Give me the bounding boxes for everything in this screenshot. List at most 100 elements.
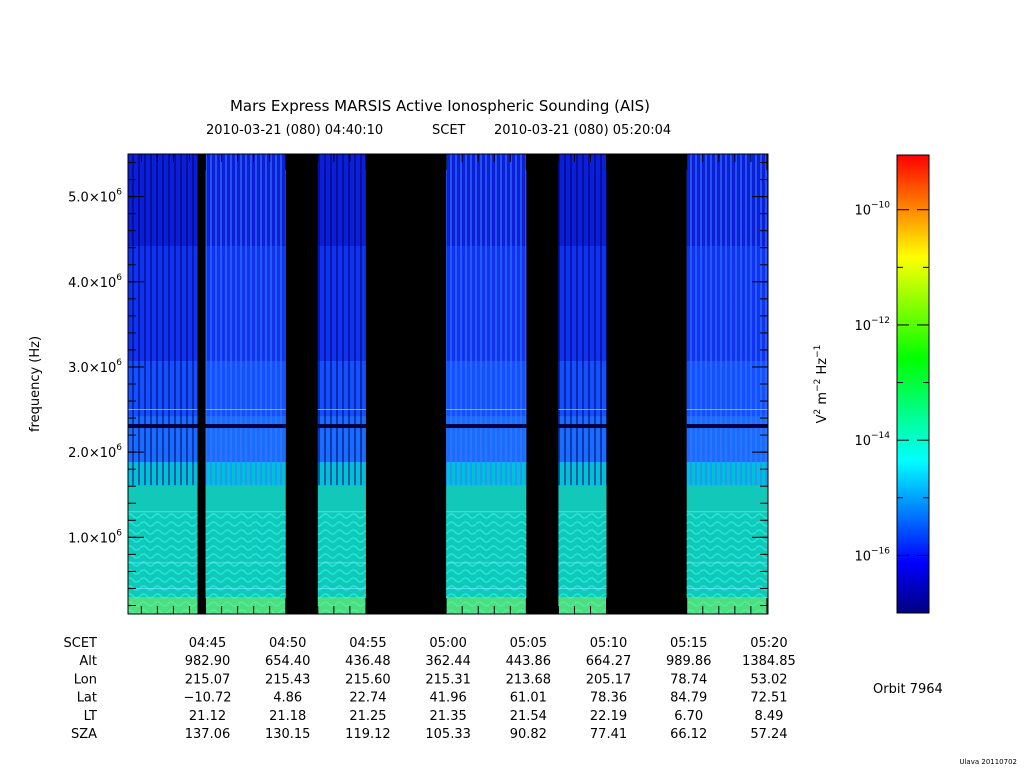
dark-band: [558, 424, 607, 429]
ephemeris-cell: 654.40: [265, 654, 311, 669]
y-axis-label: frequency (Hz): [28, 336, 43, 432]
ephemeris-cell: 213.68: [506, 672, 552, 687]
ephemeris-cell: 78.36: [590, 691, 627, 706]
spectral-texture: [317, 154, 366, 486]
y-tick-label: 5.0×106: [68, 188, 122, 206]
ephemeris-cell: 21.35: [430, 709, 467, 724]
ephemeris-cell: 6.70: [674, 709, 703, 724]
ephemeris-cell: 21.12: [189, 709, 226, 724]
ephemeris-cell: 22.74: [349, 691, 386, 706]
spectral-texture: [686, 154, 768, 486]
ephemeris-row-label: SZA: [71, 727, 97, 742]
ephemeris-row-label: SCET: [64, 636, 98, 651]
x-axis-ticks: [140, 154, 768, 614]
y-tick-label: 3.0×106: [68, 358, 122, 376]
ground-echo: [317, 596, 366, 614]
colorbar-tick-label: 10−12: [854, 316, 890, 334]
data-segment: [558, 154, 607, 615]
time-range-start: 2010-03-21 (080) 04:40:10: [206, 123, 383, 138]
y-tick-label: 2.0×106: [68, 443, 122, 461]
ephemeris-cell: 66.12: [670, 727, 707, 742]
ephemeris-cell: 61.01: [510, 691, 547, 706]
ephemeris-cell: 22.19: [590, 709, 627, 724]
ephemeris-table: SCET 04:45 04:50 04:55 05:00 05:05 05:10 05:15 0…: [64, 636, 796, 742]
ephemeris-cell: 137.06: [185, 727, 231, 742]
colorbar-label-hz: Hz: [815, 358, 830, 375]
data-segment: [317, 154, 366, 615]
ephemeris-cell: 05:15: [670, 636, 707, 651]
chart-title: Mars Express MARSIS Active Ionospheric S…: [230, 97, 650, 115]
dark-band: [446, 424, 527, 429]
colorbar-tick-label: 10−10: [854, 201, 890, 219]
ephemeris-cell: 1384.85: [742, 654, 796, 669]
ephemeris-cell: 77.41: [590, 727, 627, 742]
ephemeris-cell: 78.74: [670, 672, 707, 687]
ephemeris-cell: 989.86: [666, 654, 712, 669]
ground-echo: [558, 596, 607, 614]
ephemeris-cell: 04:45: [189, 636, 226, 651]
ephemeris-cell: 982.90: [185, 654, 231, 669]
dark-band: [686, 424, 768, 429]
ephemeris-cell: 119.12: [345, 727, 391, 742]
ephemeris-cell: 90.82: [510, 727, 547, 742]
ephemeris-cell: 04:50: [269, 636, 306, 651]
colorbar-label-base: V: [815, 414, 830, 423]
ephemeris-cell: 05:05: [510, 636, 547, 651]
ephemeris-cell: 21.54: [510, 709, 547, 724]
colorbar-label-exp-m: −2: [813, 379, 823, 392]
ephemeris-row-label: LT: [84, 709, 97, 724]
spectral-texture: [446, 154, 527, 486]
dark-band: [317, 424, 366, 429]
ephemeris-cell: 04:55: [349, 636, 386, 651]
ephemeris-cell: 57.24: [750, 727, 787, 742]
ephemeris-row-label: Lat: [77, 691, 97, 706]
footer-credit: Ulava 20110702: [959, 758, 1017, 766]
ephemeris-row-label: Lon: [74, 672, 97, 687]
ephemeris-cell: 21.18: [269, 709, 306, 724]
ephemeris-cell: −10.72: [183, 691, 231, 706]
dark-band: [205, 424, 286, 429]
data-segment: [128, 154, 198, 615]
colorbar-tick-label: 10−14: [854, 431, 890, 449]
ephemeris-cell: 4.86: [273, 691, 302, 706]
colorbar-label: V2 m−2 Hz−1: [813, 345, 830, 424]
time-range-frame: SCET: [432, 123, 466, 138]
ground-echo: [686, 596, 768, 614]
colorbar-tick-label: 10−16: [854, 546, 890, 564]
ground-echo: [128, 596, 198, 614]
ephemeris-cell: 53.02: [750, 672, 787, 687]
ephemeris-cell: 05:00: [429, 636, 466, 651]
ephemeris-cell: 84.79: [670, 691, 707, 706]
ephemeris-cell: 205.17: [586, 672, 632, 687]
colorbar-label-exp-v: 2: [813, 409, 823, 415]
dark-band: [128, 424, 198, 429]
colorbar: [896, 154, 930, 614]
ephemeris-cell: 05:10: [590, 636, 627, 651]
ephemeris-cell: 215.07: [185, 672, 231, 687]
ephemeris-cell: 05:20: [750, 636, 787, 651]
time-range-end: 2010-03-21 (080) 05:20:04: [494, 123, 671, 138]
ephemeris-cell: 664.27: [586, 654, 632, 669]
colorbar-label-unit: m: [815, 392, 830, 405]
spectral-texture: [558, 154, 607, 486]
ephemeris-row-label: Alt: [79, 654, 97, 669]
ephemeris-cell: 215.31: [425, 672, 471, 687]
orbit-label: Orbit 7964: [873, 682, 943, 697]
ephemeris-cell: 362.44: [425, 654, 471, 669]
data-segment: [446, 154, 527, 615]
spectral-texture: [205, 154, 286, 486]
ground-echo: [205, 596, 286, 614]
y-axis-ticks: 1.0×106 2.0×106 3.0×106 4.0×106 5.0×106: [68, 162, 768, 606]
ephemeris-cell: 72.51: [750, 691, 787, 706]
ephemeris-cell: 215.60: [345, 672, 391, 687]
y-tick-label: 4.0×106: [68, 273, 122, 291]
ephemeris-cell: 443.86: [506, 654, 552, 669]
colorbar-ticks: 10−10 10−12 10−14 10−16: [854, 201, 929, 614]
y-tick-label: 1.0×106: [68, 528, 122, 546]
data-segment: [686, 154, 768, 615]
ephemeris-cell: 436.48: [345, 654, 391, 669]
ground-echo: [446, 596, 527, 614]
spectral-texture: [128, 154, 198, 486]
ephemeris-cell: 41.96: [430, 691, 467, 706]
